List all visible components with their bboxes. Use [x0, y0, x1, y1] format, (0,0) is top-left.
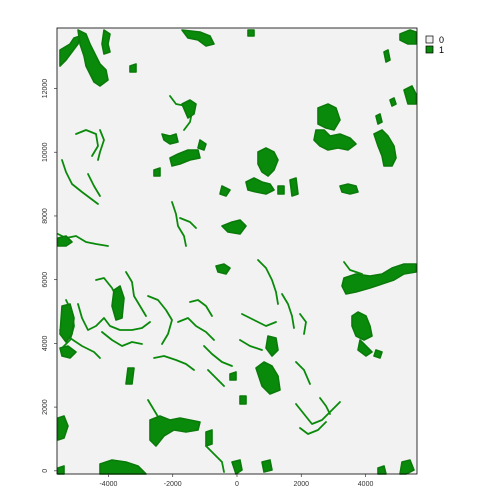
patch [373, 349, 383, 359]
patch [373, 129, 397, 167]
y-tick-label: 12000 [42, 79, 49, 99]
patch [153, 355, 195, 371]
legend-swatch-1 [425, 45, 434, 54]
y-tick-label: 2000 [42, 399, 49, 415]
patch [59, 303, 75, 343]
y-tick-label: 10000 [42, 142, 49, 162]
patch [383, 49, 391, 63]
legend: 0 1 [425, 35, 444, 55]
patch [299, 313, 307, 335]
patch [399, 459, 415, 475]
patch [277, 185, 285, 195]
patch [77, 303, 151, 331]
patch [205, 445, 225, 473]
patch [161, 133, 179, 145]
patch [239, 339, 263, 351]
y-axis: 0 2000 4000 6000 8000 10000 12000 [42, 79, 57, 473]
y-tick-label: 4000 [42, 335, 49, 351]
patch [245, 177, 275, 195]
y-tick-label: 8000 [42, 208, 49, 224]
patch [111, 285, 125, 321]
patch [357, 339, 373, 357]
patch [221, 219, 247, 235]
patch [399, 29, 417, 45]
patch [169, 149, 201, 167]
patch [207, 369, 225, 387]
patch [389, 97, 397, 107]
patch [181, 99, 197, 119]
patch [57, 415, 69, 441]
patch [189, 299, 213, 317]
patch [403, 85, 417, 105]
patch [75, 129, 99, 157]
patch [57, 235, 73, 247]
x-tick-label: -2000 [164, 481, 182, 488]
patch [181, 29, 215, 47]
patch [289, 177, 299, 197]
patch [231, 459, 243, 475]
patch [375, 113, 383, 125]
patch [339, 183, 359, 195]
y-tick-label: 0 [42, 469, 49, 473]
patch [125, 271, 147, 317]
x-tick-label: -4000 [99, 481, 117, 488]
patch [255, 361, 281, 395]
patch [203, 345, 233, 367]
patch [87, 173, 101, 197]
patch [229, 371, 237, 381]
patch [257, 259, 279, 305]
patch [59, 35, 81, 67]
x-tick-label: 2000 [293, 481, 309, 488]
patch [313, 129, 357, 151]
legend-label-0: 0 [439, 35, 444, 45]
patch [177, 317, 215, 341]
patch [241, 313, 277, 327]
map-panel [57, 28, 417, 474]
patch [153, 167, 161, 177]
patch [101, 29, 111, 55]
x-tick-label: 0 [235, 481, 239, 488]
patch [341, 263, 417, 295]
patch [295, 361, 311, 385]
patch [219, 185, 231, 197]
patch [295, 401, 341, 425]
patch [205, 429, 213, 447]
patch [215, 263, 231, 275]
patch [343, 261, 363, 275]
x-tick-label: 4000 [358, 481, 374, 488]
patch [171, 201, 187, 247]
patch [265, 335, 279, 357]
patch [59, 345, 77, 359]
patch [149, 415, 201, 447]
x-axis: -4000 -2000 0 2000 4000 [99, 474, 373, 488]
patch [97, 129, 105, 161]
y-tick-label: 6000 [42, 272, 49, 288]
patch [351, 311, 373, 341]
patch [197, 139, 207, 151]
patch [377, 465, 387, 475]
patch [179, 217, 197, 229]
patch [239, 395, 247, 405]
patch [129, 63, 137, 73]
legend-swatch-0 [425, 35, 434, 44]
patch [57, 465, 65, 475]
patch [281, 293, 295, 329]
patch [77, 29, 109, 87]
legend-label-1: 1 [439, 45, 444, 55]
patch [299, 421, 327, 435]
patch [261, 459, 273, 473]
patch [317, 103, 341, 131]
patch [125, 367, 135, 385]
patch [61, 159, 99, 205]
patch [101, 331, 143, 347]
patch [257, 147, 279, 177]
patch [147, 295, 173, 345]
patch [247, 29, 255, 37]
patch [319, 397, 331, 415]
